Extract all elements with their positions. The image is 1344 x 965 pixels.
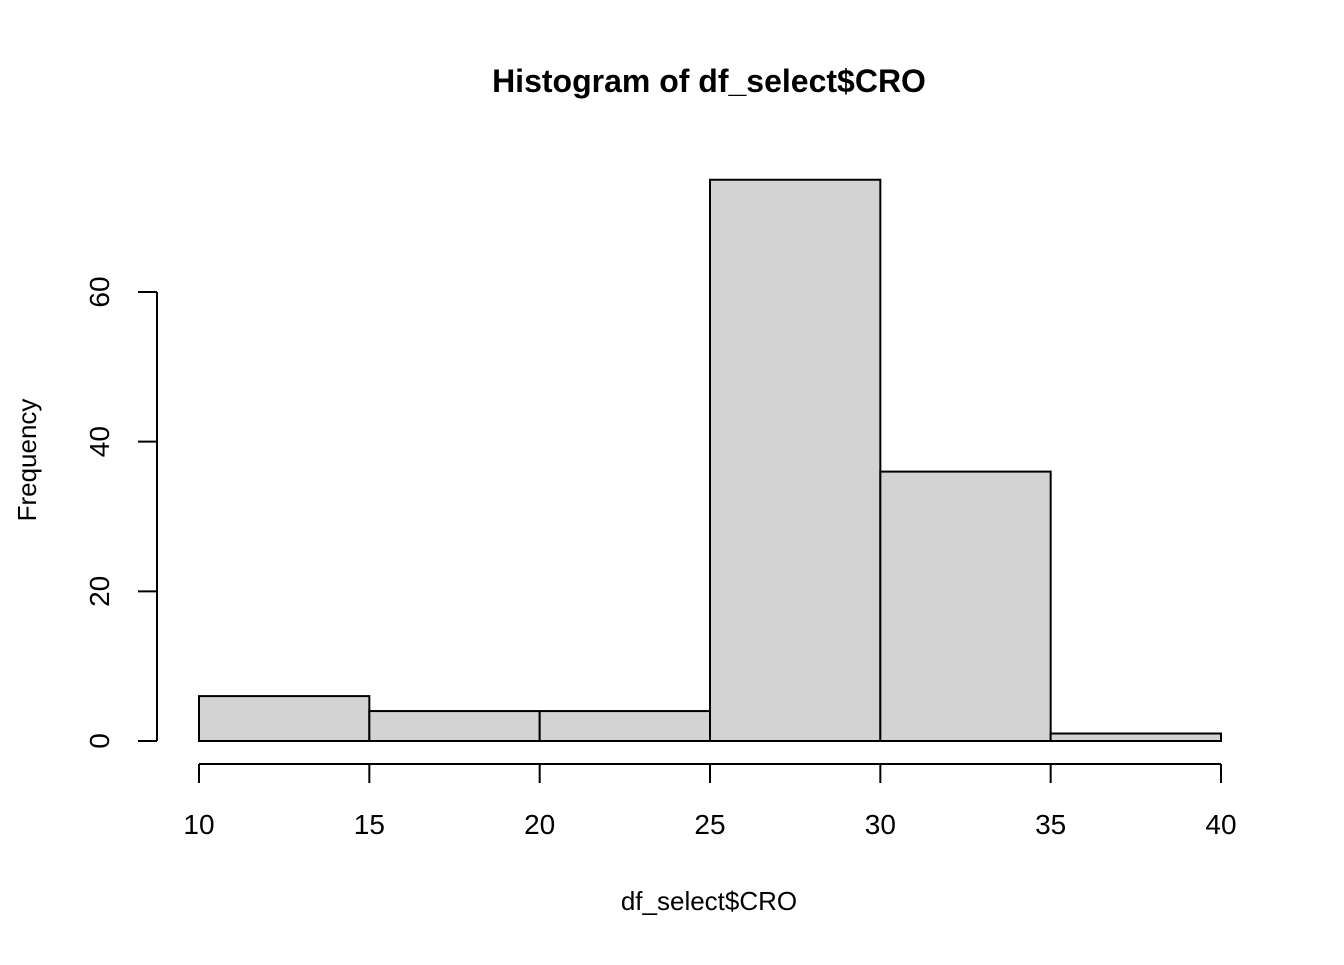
histogram-bar — [879, 470, 1052, 742]
x-tick-label: 20 — [524, 809, 555, 840]
x-tick-label: 25 — [694, 809, 725, 840]
x-axis-label: df_select$CRO — [621, 886, 797, 916]
histogram-bar — [198, 695, 371, 742]
histogram-bar — [1049, 732, 1222, 742]
x-tick-label: 10 — [183, 809, 214, 840]
y-tick-label: 0 — [84, 733, 115, 749]
y-axis-label: Frequency — [12, 399, 42, 522]
y-tick-label: 60 — [84, 276, 115, 307]
y-tick-label: 40 — [84, 426, 115, 457]
histogram-bar — [709, 178, 882, 742]
x-tick-label: 15 — [354, 809, 385, 840]
x-axis: 10 15 20 25 30 35 40 — [183, 763, 1237, 840]
histogram-bar — [368, 710, 541, 742]
histogram-bar — [538, 710, 712, 742]
x-tick-label: 40 — [1205, 809, 1236, 840]
bars — [198, 178, 1222, 742]
x-tick-label: 35 — [1035, 809, 1066, 840]
x-tick-label: 30 — [865, 809, 896, 840]
chart-title: Histogram of df_select$CRO — [492, 63, 926, 99]
y-axis: 0 20 40 60 — [84, 276, 158, 749]
y-tick-label: 20 — [84, 576, 115, 607]
